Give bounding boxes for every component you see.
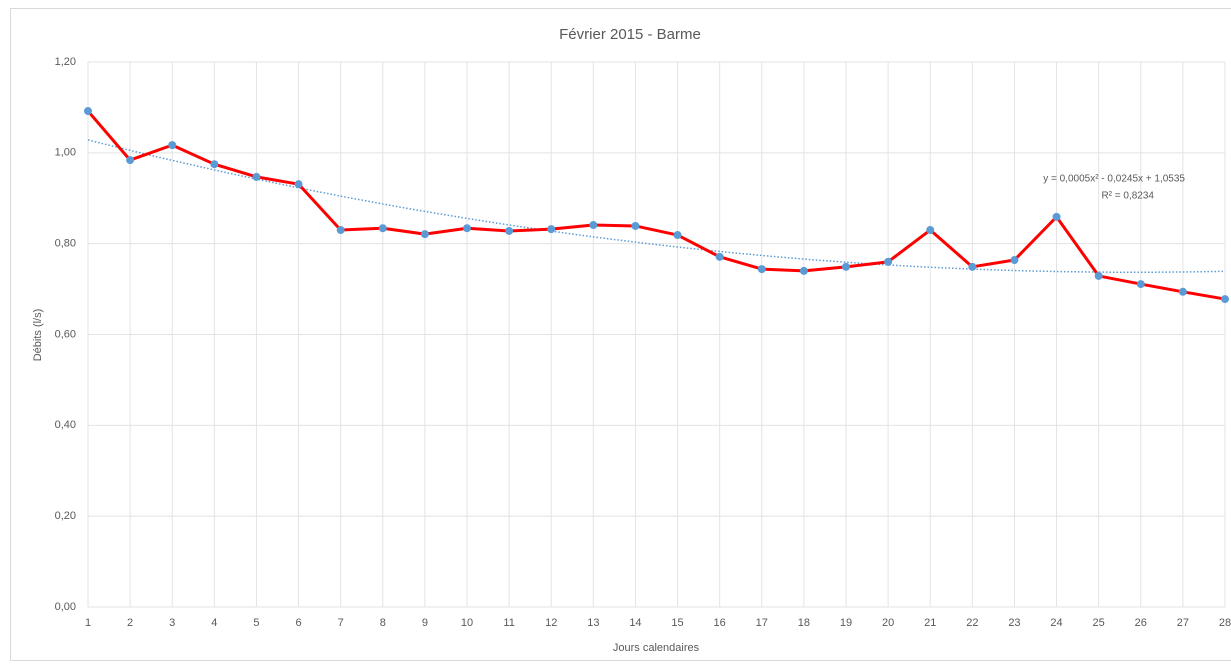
data-point	[378, 224, 387, 233]
data-point	[926, 226, 935, 235]
data-point	[1052, 212, 1061, 221]
x-tick-label: 28	[1219, 617, 1231, 629]
grid	[87, 61, 1226, 608]
y-tick-label: 1,20	[55, 56, 76, 68]
series-line	[86, 110, 1226, 301]
x-tick-label: 26	[1135, 617, 1147, 629]
data-point	[84, 107, 92, 116]
data-point	[1178, 287, 1187, 296]
y-axis-title: Débits (l/s)	[32, 309, 44, 362]
x-tick-label: 20	[882, 617, 894, 629]
x-tick-label: 6	[295, 617, 301, 629]
data-point	[968, 262, 977, 271]
data-point	[1136, 280, 1145, 289]
data-point	[715, 252, 724, 261]
x-tick-label: 21	[924, 617, 936, 629]
x-tick-label: 24	[1050, 617, 1062, 629]
x-axis-title: Jours calendaires	[613, 642, 700, 654]
x-tick-label: 9	[422, 617, 428, 629]
data-point	[757, 265, 766, 274]
chart-title: Février 2015 - Barme	[559, 26, 701, 43]
y-tick-label: 0,20	[55, 510, 76, 522]
x-tick-label: 25	[1093, 617, 1105, 629]
x-tick-label: 7	[338, 617, 344, 629]
y-tick-label: 0,60	[55, 328, 76, 340]
data-point	[1094, 271, 1103, 280]
data-point	[631, 221, 640, 230]
x-tick-label: 16	[714, 617, 726, 629]
data-point	[126, 156, 135, 165]
x-tick-label: 4	[211, 617, 217, 629]
x-tick-label: 27	[1177, 617, 1189, 629]
data-point	[420, 230, 429, 239]
x-tick-label: 1	[85, 617, 91, 629]
data-point	[505, 226, 514, 235]
x-tick-label: 2	[127, 617, 133, 629]
data-point	[547, 225, 556, 234]
x-tick-label: 22	[966, 617, 978, 629]
data-point	[673, 231, 682, 240]
x-tick-label: 8	[380, 617, 386, 629]
x-tick-label: 5	[253, 617, 259, 629]
data-point	[336, 226, 345, 235]
x-tick-label: 10	[461, 617, 473, 629]
trend-r2: R² = 0,8234	[1101, 191, 1154, 202]
y-tick-label: 0,00	[55, 601, 76, 613]
data-point	[252, 172, 261, 181]
data-point	[589, 221, 598, 230]
data-point	[884, 257, 893, 266]
data-point	[168, 141, 177, 150]
x-tick-label: 11	[503, 617, 514, 629]
y-tick-label: 1,00	[55, 147, 76, 159]
trend-equation: y = 0,0005x² - 0,0245x + 1,0535	[1043, 174, 1185, 185]
y-tick-label: 0,80	[55, 238, 76, 250]
x-tick-label: 18	[798, 617, 810, 629]
data-point	[842, 262, 850, 271]
x-tick-label: 14	[629, 617, 641, 629]
data-point	[463, 224, 471, 233]
trendline	[87, 139, 1226, 273]
data-point	[1010, 256, 1019, 265]
x-tick-label: 12	[545, 617, 557, 629]
x-tick-label: 15	[671, 617, 683, 629]
x-tick-label: 17	[756, 617, 768, 629]
x-tick-label: 3	[169, 617, 175, 629]
x-tick-label: 23	[1008, 617, 1020, 629]
y-tick-label: 0,40	[55, 419, 76, 431]
x-tick-label: 19	[840, 617, 852, 629]
data-point	[294, 180, 303, 189]
data-point	[1221, 295, 1229, 304]
x-tick-label: 13	[587, 617, 599, 629]
data-point	[210, 160, 219, 169]
data-point	[799, 266, 808, 275]
